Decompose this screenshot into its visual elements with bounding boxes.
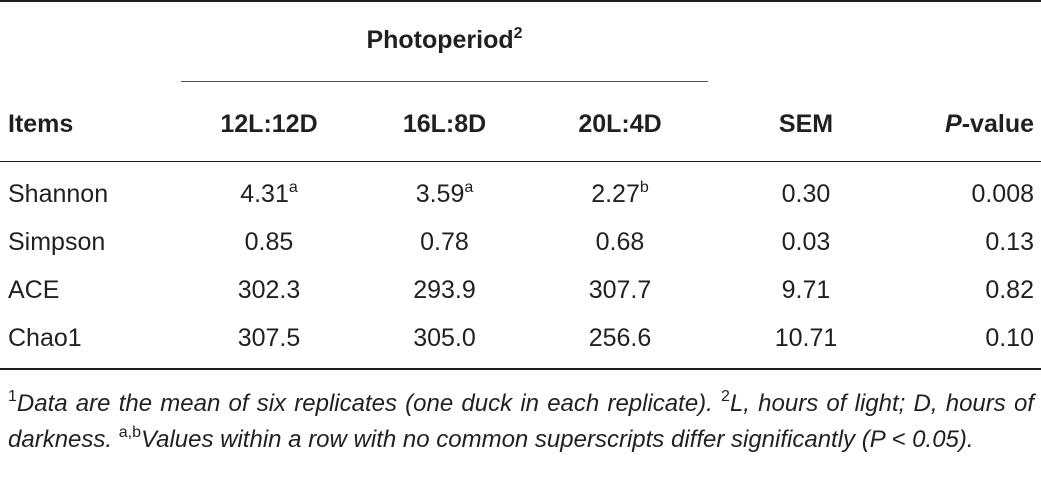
row-item-label: ACE <box>8 276 60 304</box>
cell-sem: 0.30 <box>781 180 831 208</box>
cell-20l4d: 0.68 <box>595 228 645 256</box>
photoperiod-group-rule <box>181 81 708 82</box>
column-header-12l12d: 12L:12D <box>220 110 318 138</box>
footnote-1-mark: 1 <box>8 388 17 405</box>
cell-12l12d: 0.85 <box>244 228 294 256</box>
cell-20l4d: 256.6 <box>588 324 652 352</box>
column-header-p-value: P-value <box>904 110 1034 139</box>
table-footnotes: 1Data are the mean of six replicates (on… <box>8 386 1034 458</box>
photoperiod-group-header: Photoperiod2 <box>181 26 708 55</box>
photoperiod-label: Photoperiod <box>366 26 514 54</box>
p-value-suffix: -value <box>961 110 1034 138</box>
cell-12l12d: 307.5 <box>237 324 301 352</box>
cell-sem: 9.71 <box>781 276 831 304</box>
column-header-16l8d: 16L:8D <box>402 110 487 138</box>
footnote-2-mark: 2 <box>721 388 730 405</box>
column-header-items: Items <box>8 110 74 138</box>
cell-p-value: 0.008 <box>971 180 1034 208</box>
table-row: Shannon 4.31a 3.59a 2.27b 0.30 0.008 <box>0 170 1041 218</box>
cell-16l8d: 293.9 <box>413 276 476 304</box>
cell-sem: 0.03 <box>781 228 831 256</box>
footnote-2-text: L, hours of light; D, hours of darkness. <box>8 390 1034 453</box>
table-row: Chao1 307.5 305.0 256.6 10.71 0.10 <box>0 314 1041 362</box>
table-top-rule <box>0 0 1041 2</box>
column-header-20l4d: 20L:4D <box>578 110 662 138</box>
cell-p-value: 0.10 <box>985 324 1034 352</box>
cell-16l8d: 3.59a <box>415 179 474 209</box>
cell-12l12d: 4.31a <box>240 179 298 209</box>
footnote-1-text: Data are the mean of six replicates (one… <box>16 390 713 417</box>
table-row: ACE 302.3 293.9 307.7 9.71 0.82 <box>0 266 1041 314</box>
footnote-3-mark: a,b <box>118 424 141 441</box>
header-bottom-rule <box>0 161 1041 162</box>
row-item-label: Shannon <box>8 180 109 208</box>
row-item-label: Simpson <box>8 228 106 256</box>
row-item-label: Chao1 <box>8 324 82 352</box>
cell-12l12d: 302.3 <box>237 276 301 304</box>
footnote-3-text: Values within a row with no common super… <box>140 426 974 453</box>
photoperiod-footnote-mark: 2 <box>513 25 523 42</box>
cell-20l4d: 307.7 <box>588 276 652 304</box>
cell-20l4d: 2.27b <box>591 179 649 209</box>
cell-16l8d: 0.78 <box>420 228 469 256</box>
cell-p-value: 0.13 <box>985 228 1034 256</box>
cell-p-value: 0.82 <box>985 276 1034 304</box>
table-bottom-rule <box>0 368 1041 370</box>
column-header-sem: SEM <box>778 110 834 138</box>
cell-sem: 10.71 <box>774 324 838 352</box>
cell-16l8d: 305.0 <box>413 324 476 352</box>
p-value-italic-p: P <box>945 110 962 138</box>
table-row: Simpson 0.85 0.78 0.68 0.03 0.13 <box>0 218 1041 266</box>
